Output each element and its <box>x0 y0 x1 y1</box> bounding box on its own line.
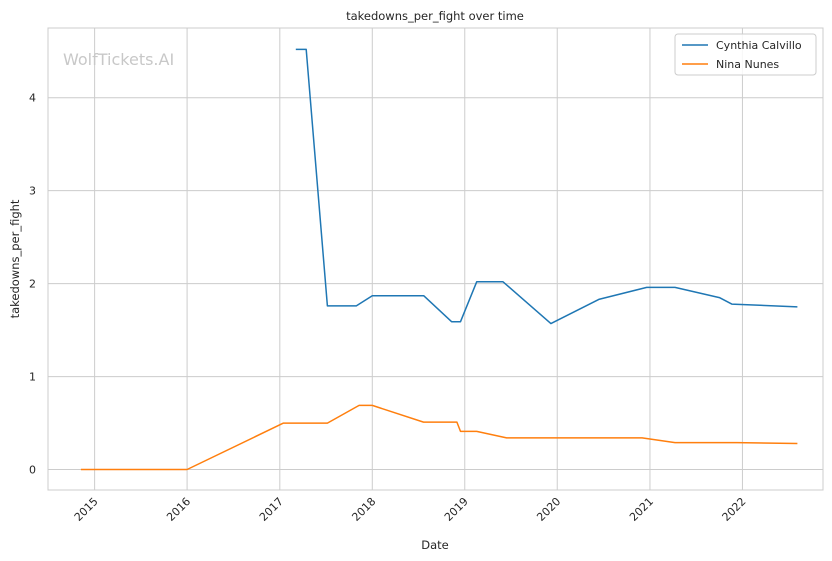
legend: Cynthia Calvillo Nina Nunes <box>674 33 817 76</box>
y-tick-label: 0 <box>29 464 36 477</box>
series-lines <box>80 48 798 471</box>
y-tick-labels: 0 1 2 3 4 <box>29 92 36 477</box>
y-tick-label: 3 <box>29 185 36 198</box>
watermark: WolfTickets.AI <box>63 50 174 69</box>
plot-frame <box>47 27 824 491</box>
y-axis-label: takedowns_per_fight <box>8 199 22 318</box>
legend-box <box>674 33 817 76</box>
grid <box>48 28 823 490</box>
series-line-nina-nunes <box>80 404 798 471</box>
legend-label-nina-nunes: Nina Nunes <box>716 58 779 71</box>
y-tick-label: 1 <box>29 371 36 384</box>
y-tick-label: 2 <box>29 278 36 291</box>
chart-title: takedowns_per_fight over time <box>346 9 524 23</box>
x-axis-label: Date <box>421 538 449 552</box>
series-line-cynthia-calvillo <box>295 48 798 325</box>
y-tick-label: 4 <box>29 92 36 105</box>
legend-label-cynthia-calvillo: Cynthia Calvillo <box>716 39 802 52</box>
